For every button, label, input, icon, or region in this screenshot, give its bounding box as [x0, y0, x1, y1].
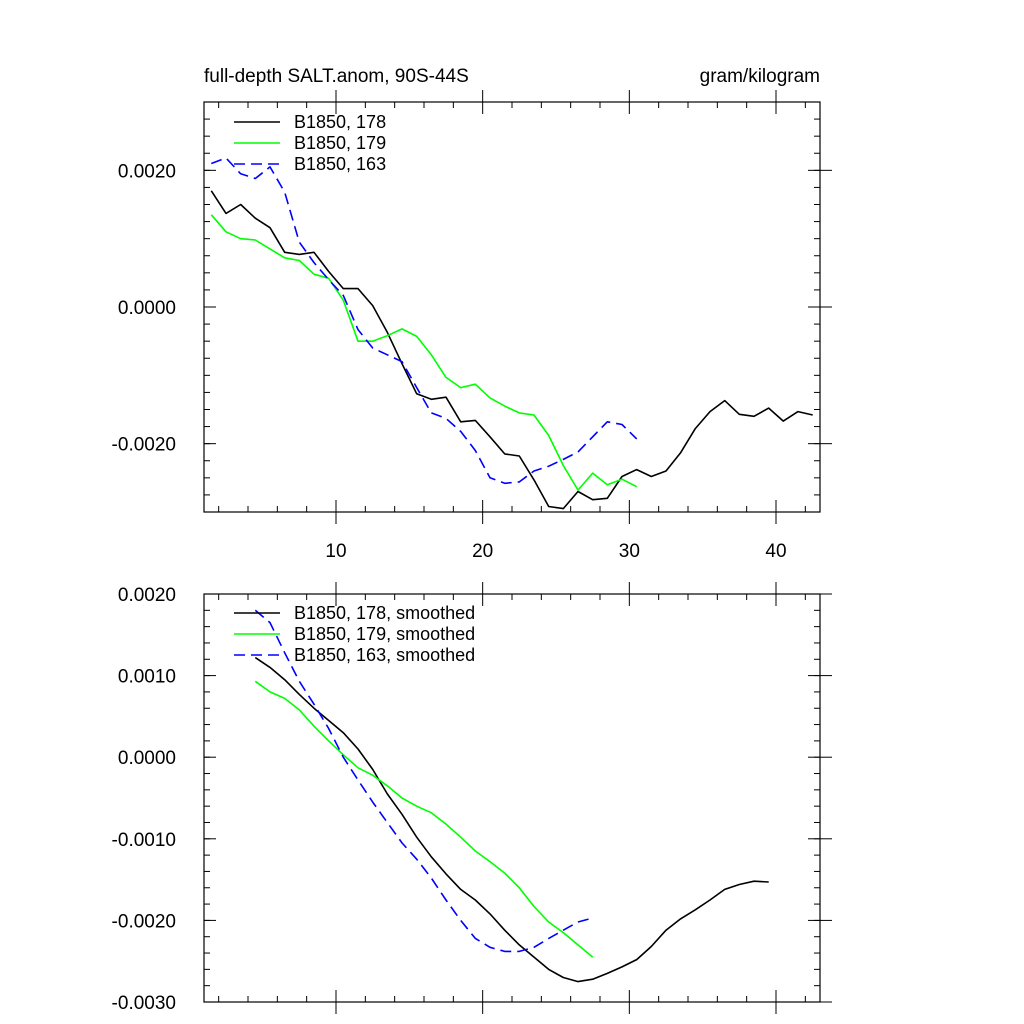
legend-label-series-2-smoothed: B1850, 179, smoothed: [294, 624, 475, 644]
bottom-panel-legend: B1850, 178, smoothed B1850, 179, smoothe…: [234, 603, 475, 665]
top-panel-legend: B1850, 178 B1850, 179 B1850, 163: [234, 112, 386, 174]
top-panel-title: full-depth SALT.anom, 90S-44S: [204, 66, 469, 87]
legend-label-series-3: B1850, 163: [294, 154, 386, 174]
top-panel: full-depth SALT.anom, 90S-44S gram/kilog…: [112, 66, 832, 562]
top-series-line-1: [210, 190, 813, 510]
bottom-series-line-1: [254, 656, 769, 983]
top-panel-axes: 10 20 30 40 0.0020 0.0000 -0.0020: [112, 90, 832, 562]
legend-label-series-2: B1850, 179: [294, 133, 386, 153]
bottom-y-tick-label: 0.0000: [118, 748, 176, 769]
bottom-y-tick-label: -0.0010: [112, 830, 176, 851]
top-x-tick-label: 30: [619, 541, 640, 562]
top-series-line-3: [211, 157, 638, 485]
top-panel-units: gram/kilogram: [700, 66, 820, 87]
top-x-tick-label: 40: [765, 541, 786, 562]
bottom-panel: 0.00200.00100.0000-0.0010-0.0020-0.0030 …: [112, 582, 832, 1014]
top-y-tick-label: -0.0020: [112, 435, 176, 456]
top-y-tick-label: 0.0020: [118, 161, 176, 182]
top-panel-series: [210, 157, 813, 510]
bottom-y-tick-label: 0.0020: [118, 585, 176, 606]
top-x-tick-label: 10: [325, 541, 346, 562]
legend-label-series-1-smoothed: B1850, 178, smoothed: [294, 603, 475, 623]
bottom-series-line-2: [254, 680, 594, 958]
bottom-y-tick-label: -0.0020: [112, 911, 176, 932]
top-series-line-2: [210, 214, 638, 491]
bottom-series-line-3: [254, 609, 593, 953]
bottom-y-tick-label: 0.0010: [118, 667, 176, 688]
top-y-tick-label: 0.0000: [118, 298, 176, 319]
top-x-tick-label: 20: [472, 541, 493, 562]
legend-label-series-3-smoothed: B1850, 163, smoothed: [294, 645, 475, 665]
bottom-panel-axes: 0.0020 0.0010 0.0000 -0.0010 -0.0020 -0.0030: [112, 582, 832, 1014]
legend-label-series-1: B1850, 178: [294, 112, 386, 132]
bottom-panel-series: [254, 609, 769, 983]
bottom-y-tick-label: -0.0030: [112, 993, 176, 1014]
